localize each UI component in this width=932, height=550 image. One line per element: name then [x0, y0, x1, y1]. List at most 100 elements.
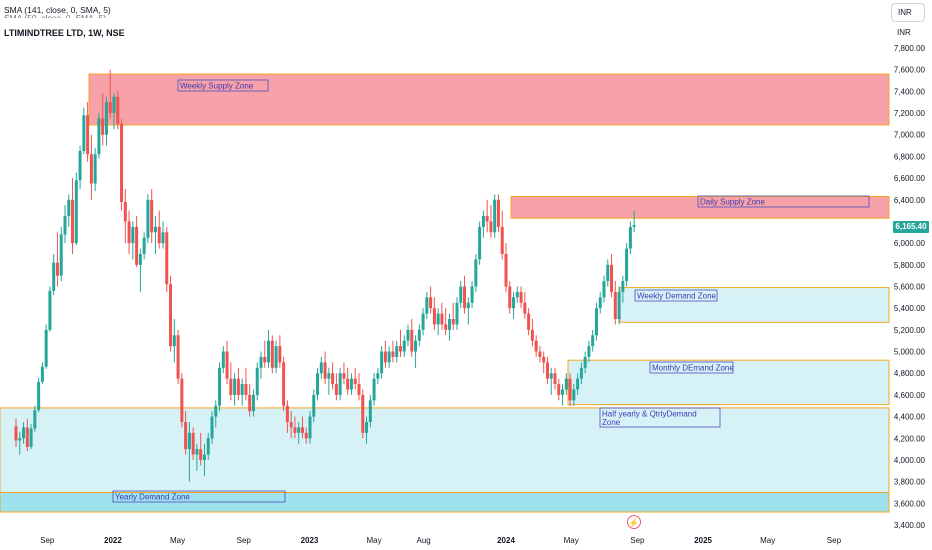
candle: [561, 384, 565, 406]
candle-body: [29, 428, 33, 447]
candle-body: [598, 297, 602, 309]
candle: [263, 340, 267, 368]
candle: [120, 118, 124, 211]
candle-body: [485, 216, 489, 222]
candle: [210, 411, 214, 444]
candle: [267, 329, 271, 368]
candle-body: [561, 389, 565, 395]
candle: [557, 378, 561, 401]
y-tick-label: 6,000.00: [894, 239, 926, 248]
candle: [331, 362, 335, 390]
candle-body: [297, 427, 301, 433]
candle: [142, 232, 146, 260]
candle: [515, 286, 519, 303]
y-tick-label: 6,400.00: [894, 196, 926, 205]
candle: [37, 377, 41, 413]
zone-box: [0, 407, 890, 493]
x-tick-label: May: [760, 536, 775, 545]
y-tick-label: 5,400.00: [894, 304, 926, 313]
candle: [610, 253, 614, 298]
candle: [436, 308, 440, 336]
candle-body: [153, 226, 157, 233]
y-tick-label: 6,600.00: [894, 174, 926, 183]
candle-body: [319, 362, 323, 374]
candle: [338, 367, 342, 401]
candle-body: [218, 367, 222, 406]
candle: [55, 232, 59, 287]
candle: [429, 286, 433, 314]
candle-body: [606, 264, 610, 282]
zone-label-box: [599, 407, 721, 428]
candle: [104, 96, 108, 146]
candle: [549, 367, 553, 395]
zone-label-box: [697, 195, 870, 208]
candle: [553, 367, 557, 390]
candle: [184, 411, 188, 455]
candle-body: [316, 373, 320, 395]
candle-body: [493, 199, 497, 233]
candle-body: [557, 384, 561, 395]
candle: [365, 416, 369, 444]
x-tick-label: 2024: [497, 536, 515, 545]
candle-body: [402, 340, 406, 352]
candle: [466, 297, 470, 325]
candle-body: [89, 154, 93, 184]
candle-body: [263, 356, 267, 363]
candle-body: [406, 329, 410, 341]
candle-body: [255, 367, 259, 395]
candle: [319, 356, 323, 379]
sma-indicator-label[interactable]: SMA (141, close, 0, SMA, 5): [4, 5, 111, 15]
candle-body: [202, 454, 206, 460]
candle: [500, 210, 504, 260]
candle: [349, 373, 353, 395]
zone-label-box: [634, 289, 718, 302]
candle: [481, 210, 485, 238]
candle-body: [376, 373, 380, 379]
candle: [146, 194, 150, 244]
x-tick-label: Sep: [40, 536, 55, 545]
candle-body: [120, 123, 124, 202]
candle-body: [602, 281, 606, 298]
candle: [606, 259, 610, 287]
candle-body: [135, 226, 139, 265]
candle: [417, 324, 421, 347]
candle-body: [459, 286, 463, 303]
current-price-tag: 6,165.40: [893, 221, 929, 233]
candle-body: [274, 346, 278, 368]
x-tick-label: Sep: [827, 536, 842, 545]
zone-label: Half yearly & QtrlyDemand: [602, 410, 697, 419]
candle-body: [583, 356, 587, 368]
candle: [22, 422, 26, 444]
x-tick-label: Sep: [630, 536, 645, 545]
candle: [583, 351, 587, 374]
currency-button[interactable]: INR: [891, 3, 925, 22]
lightning-icon[interactable]: ⚡: [627, 515, 641, 529]
candle-body: [37, 381, 41, 411]
candle: [538, 346, 542, 363]
candle-body: [534, 340, 538, 352]
candle: [172, 319, 176, 363]
x-tick-label: May: [367, 536, 382, 545]
candle-body: [131, 226, 135, 244]
sma-indicator-label-2[interactable]: SMA (50, close, 0, SMA, 5): [4, 13, 107, 18]
candle-body: [512, 297, 516, 309]
candle: [195, 443, 199, 471]
x-axis[interactable]: Sep 2022 May Sep 2023 May Aug 2024 May Sep 2025 May…: [40, 536, 841, 545]
candle-body: [52, 262, 56, 291]
candle: [334, 373, 338, 401]
candle-body: [594, 308, 598, 336]
candle: [244, 367, 248, 401]
candle: [153, 216, 157, 254]
candle: [14, 418, 18, 447]
candle: [40, 362, 44, 385]
candle-body: [342, 373, 346, 379]
candle-body: [610, 264, 614, 292]
candle: [97, 113, 101, 159]
candle-body: [576, 378, 580, 390]
candle: [59, 226, 63, 282]
y-tick-label: 3,600.00: [894, 499, 926, 508]
candle-body: [414, 340, 418, 352]
y-axis[interactable]: 3,400.00 3,600.00 3,800.00 4,000.00 4,200.00…: [894, 44, 926, 530]
candle: [587, 340, 591, 363]
